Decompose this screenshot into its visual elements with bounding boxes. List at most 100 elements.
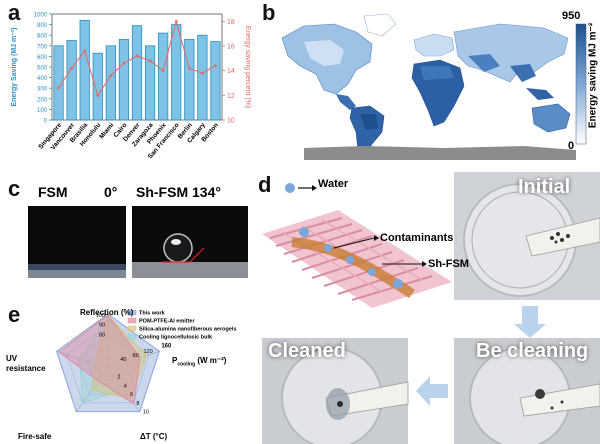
legend-label: POM-PTFE-Al emitter <box>139 319 195 325</box>
panel-c-photos <box>28 206 248 278</box>
percent-point <box>187 66 191 70</box>
y-tick-label: 900 <box>37 23 48 29</box>
photo-label-initial: Initial <box>518 176 571 198</box>
panel-letter-a: a <box>8 0 21 25</box>
legend-swatch <box>127 325 137 332</box>
label-shfsm-angle: Sh-FSM 134° <box>136 184 221 200</box>
percent-point <box>83 49 87 53</box>
label-fsm: FSM <box>38 184 68 200</box>
legend-swatch <box>127 333 137 340</box>
ring-label-dt: 10 <box>143 410 149 416</box>
percent-point <box>214 64 217 68</box>
y-tick-label: 400 <box>37 76 48 82</box>
percent-point <box>57 86 60 90</box>
legend-swatch <box>127 317 137 324</box>
radar-series-area <box>91 315 148 400</box>
bar <box>92 52 103 121</box>
label-fsm-angle: 0° <box>104 184 118 200</box>
bar <box>158 32 169 121</box>
label-contaminants: Contaminants <box>380 232 454 244</box>
radar-axis-dt: ΔT (°C) <box>140 432 168 441</box>
ring-label-dt: 2 <box>117 375 120 381</box>
percent-point <box>70 66 74 70</box>
map-greenland <box>363 13 397 37</box>
label-sh-fsm: Sh-FSM <box>428 258 469 270</box>
bar <box>79 19 90 121</box>
y-tick-label: 100 <box>37 108 48 114</box>
arrow-left <box>416 376 448 406</box>
radar-spoke <box>107 351 160 369</box>
bar <box>118 39 130 121</box>
panel-b-map <box>281 13 587 160</box>
x-tick-label: Miami <box>98 122 115 141</box>
pcooling-main: P <box>172 356 178 365</box>
bar <box>197 34 208 121</box>
map-asia <box>453 23 569 83</box>
pcooling-sub: cooling <box>177 361 196 368</box>
percent-point <box>200 71 204 75</box>
y2-axis-label: Energy saving percent (%) <box>244 26 251 108</box>
map-europe <box>413 33 455 57</box>
percent-point <box>122 61 126 65</box>
membrane-schematic <box>262 210 452 308</box>
radar-axis-uv: UV resistance <box>6 354 46 373</box>
y2-tick-label: 18 <box>227 19 235 26</box>
y-tick-label: 700 <box>37 44 48 50</box>
panel-a-chart: 0 100 200 300 400 500 600 700 800 900 1000 10 12 14 16… <box>11 13 251 161</box>
ring-label-dt: 4 <box>124 383 127 389</box>
legend-label: This work <box>139 311 166 317</box>
ring-label-reflection: 90 <box>99 323 105 329</box>
map-australia <box>531 103 571 133</box>
bar <box>144 45 156 121</box>
ring-label-power: 80 <box>133 353 139 359</box>
panel-d-figure <box>262 172 600 444</box>
radar-series-area <box>58 314 141 405</box>
photo-label-cleaned: Cleaned <box>268 340 346 362</box>
water-legend-icon <box>285 183 295 193</box>
y-tick-label: 300 <box>37 87 48 93</box>
radar-grid-ring <box>66 324 150 404</box>
percent-point <box>96 93 100 97</box>
ring-label-dt: 8 <box>136 401 139 407</box>
radar-axis-reflection: Reflection (%) <box>80 308 134 317</box>
water-droplet <box>163 233 193 263</box>
bar <box>53 45 64 121</box>
ring-label-reflection: 100 <box>96 313 105 319</box>
bar <box>184 39 195 121</box>
map-antarctica <box>304 146 576 160</box>
colorbar-max-label: 950 <box>562 10 581 22</box>
legend-swatch <box>127 309 137 316</box>
legend-label: Cooling lignocellulosic bulk <box>139 335 213 341</box>
percent-point <box>174 19 178 23</box>
percent-point <box>148 59 152 63</box>
panel-letter-b: b <box>262 0 276 25</box>
ring-label-dt: 6 <box>130 392 133 398</box>
y2-tick-label: 14 <box>227 68 235 75</box>
ring-label-power: 120 <box>143 349 152 355</box>
percent-point <box>109 74 113 78</box>
bar <box>131 25 143 121</box>
percent-point <box>161 69 165 73</box>
radar-series-area <box>79 315 137 404</box>
bar <box>66 40 77 121</box>
ring-label-power-max: 160 <box>161 343 172 349</box>
radar-grid-ring <box>87 346 129 386</box>
y-tick-label: 800 <box>37 34 48 40</box>
colorbar-axis-label: Energy saving MJ m⁻² <box>587 22 599 129</box>
map-colorbar <box>575 23 587 145</box>
radar-axis-pcooling: Pcooling (W m⁻²) <box>172 356 226 368</box>
percent-point <box>135 54 139 58</box>
colorbar-min-label: 0 <box>568 140 575 152</box>
photo-label-be-cleaning: Be cleaning <box>476 340 589 362</box>
y-axis-label: Energy Saving (MJ m⁻²) <box>11 27 18 106</box>
panel-letter-d: d <box>258 172 272 197</box>
radar-axis-firesafe: Fire-safe <box>18 432 52 441</box>
panel-letter-e: e <box>8 302 21 327</box>
bar <box>171 24 182 121</box>
y-tick-label: 500 <box>37 66 48 72</box>
legend-label: Silica-alumina nanofiberous aerogels <box>139 327 237 333</box>
pcooling-unit: (W m⁻²) <box>195 356 227 365</box>
panel-letter-c: c <box>8 176 21 201</box>
radar-grid-ring <box>97 356 119 377</box>
